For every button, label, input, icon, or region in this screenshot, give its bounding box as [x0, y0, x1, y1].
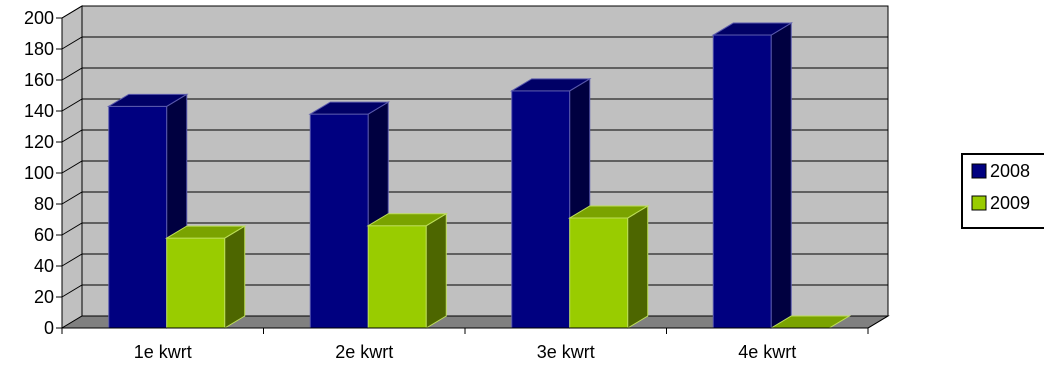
- x-category-label: 2e kwrt: [335, 342, 393, 362]
- y-tick-labels: 0 20 40 60 80 100 120 140 160 180 200: [24, 8, 54, 338]
- legend-swatch-2008: [971, 163, 987, 179]
- y-tick-label: 200: [24, 8, 54, 28]
- bar-2009-2: [366, 212, 449, 329]
- bar-front: [309, 113, 369, 329]
- bar-top: [711, 22, 794, 36]
- gridline: [61, 5, 888, 19]
- bar-top: [106, 93, 189, 107]
- bar-side: [224, 225, 246, 329]
- bar-front: [569, 217, 629, 329]
- gridline: [61, 67, 888, 81]
- bar-top: [308, 101, 391, 115]
- legend-swatch-2009: [971, 195, 987, 211]
- bar-2009-3: [567, 205, 650, 329]
- y-tick-label: 80: [34, 194, 54, 214]
- bar-2008-1: [106, 93, 189, 329]
- bar-2008-4: [711, 22, 794, 329]
- y-tick-label: 160: [24, 70, 54, 90]
- x-category-label: 4e kwrt: [738, 342, 796, 362]
- bar-front: [712, 34, 772, 329]
- bar-top: [366, 213, 449, 227]
- legend: 2008 2009: [961, 153, 1044, 229]
- y-tick-label: 180: [24, 39, 54, 59]
- bar-side: [627, 205, 649, 329]
- bar-front: [166, 237, 226, 329]
- gridline: [61, 36, 888, 50]
- bar-front: [108, 105, 168, 329]
- axes: [56, 17, 889, 334]
- bar-front: [511, 90, 571, 329]
- bar-top: [164, 225, 247, 239]
- gridline: [61, 98, 888, 112]
- legend-label-2009: 2009: [990, 193, 1030, 213]
- x-category-label: 3e kwrt: [537, 342, 595, 362]
- x-category-labels: 1e kwrt 2e kwrt 3e kwrt 4e kwrt: [134, 342, 797, 362]
- bar-front: [367, 225, 427, 329]
- bar-side: [425, 212, 447, 329]
- bar-2009-1: [164, 225, 247, 329]
- y-tick-label: 40: [34, 256, 54, 276]
- gridline: [61, 191, 888, 205]
- x-category-label: 1e kwrt: [134, 342, 192, 362]
- gridline: [61, 160, 888, 174]
- y-tick-label: 120: [24, 132, 54, 152]
- bars: [106, 22, 852, 329]
- y-tick-label: 140: [24, 101, 54, 121]
- bar-side: [770, 22, 792, 329]
- y-tick-label: 20: [34, 287, 54, 307]
- legend-label-2008: 2008: [990, 161, 1030, 181]
- bar-top: [567, 205, 650, 219]
- y-tick-label: 60: [34, 225, 54, 245]
- y-tick-label: 100: [24, 163, 54, 183]
- bar-top: [509, 78, 592, 92]
- y-tick-label: 0: [44, 318, 54, 338]
- gridline: [61, 129, 888, 143]
